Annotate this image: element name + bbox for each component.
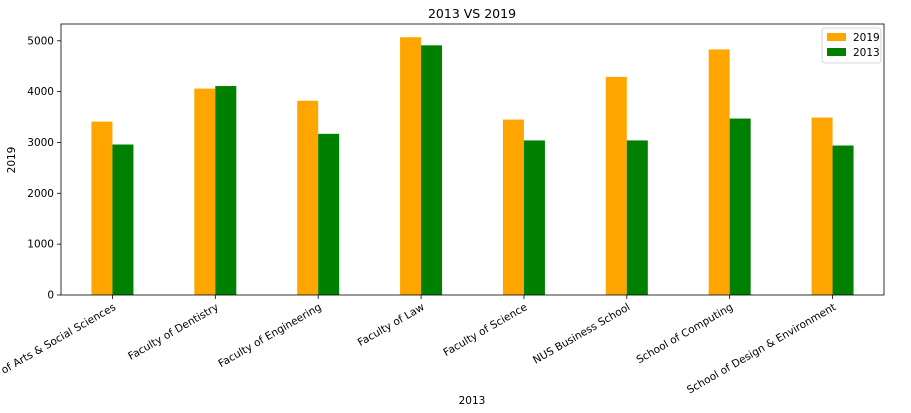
x-tick-label: Faculty of Arts & Social Sciences <box>0 301 118 397</box>
bar-2013-6 <box>626 140 648 295</box>
legend: 2019 2013 <box>821 27 882 64</box>
bar-2013-1 <box>112 144 134 295</box>
bar-2019-3 <box>297 100 319 296</box>
bar-2013-4 <box>421 45 443 295</box>
bar-2013-8 <box>832 145 854 295</box>
bar-2013-7 <box>729 118 751 295</box>
x-tick-label: Faculty of Science <box>441 301 529 359</box>
y-tick-label: 5000 <box>27 35 54 47</box>
bar-2013-2 <box>215 86 237 295</box>
plot-frame <box>60 23 885 296</box>
bar-2019-7 <box>708 49 730 295</box>
legend-label-2013: 2013 <box>853 47 880 59</box>
legend-swatch-2013 <box>827 48 846 56</box>
bar-2019-2 <box>194 88 216 295</box>
x-tick-label: Faculty of Law <box>356 301 427 349</box>
y-tick-label: 4000 <box>27 86 54 98</box>
x-tick-label: School of Computing <box>635 301 736 366</box>
bar-2019-1 <box>91 121 113 296</box>
y-axis-label: 2019 <box>6 147 18 174</box>
x-tick-label: Faculty of Engineering <box>216 301 323 370</box>
bar-2013-3 <box>318 133 340 295</box>
bar-2013-5 <box>523 140 545 295</box>
x-tick-label: NUS Business School <box>531 301 632 366</box>
y-tick-label: 3000 <box>27 137 54 149</box>
x-tick-label: Faculty of Dentistry <box>126 301 221 363</box>
bar-2019-8 <box>811 117 833 295</box>
bar-2019-5 <box>502 119 524 295</box>
plot-area: 0 1000 2000 3000 4000 5000 Faculty of Arts & S… <box>0 23 885 397</box>
y-tick-label: 0 <box>47 290 54 302</box>
y-tick-label: 1000 <box>27 239 54 251</box>
legend-label-2019: 2019 <box>853 32 880 44</box>
bar-2019-4 <box>400 37 422 295</box>
legend-swatch-2019 <box>827 33 846 41</box>
bar-2019-6 <box>605 76 627 295</box>
x-axis-label: 2013 <box>459 395 486 407</box>
y-tick-label: 2000 <box>27 188 54 200</box>
chart-title: 2013 VS 2019 <box>428 6 516 21</box>
